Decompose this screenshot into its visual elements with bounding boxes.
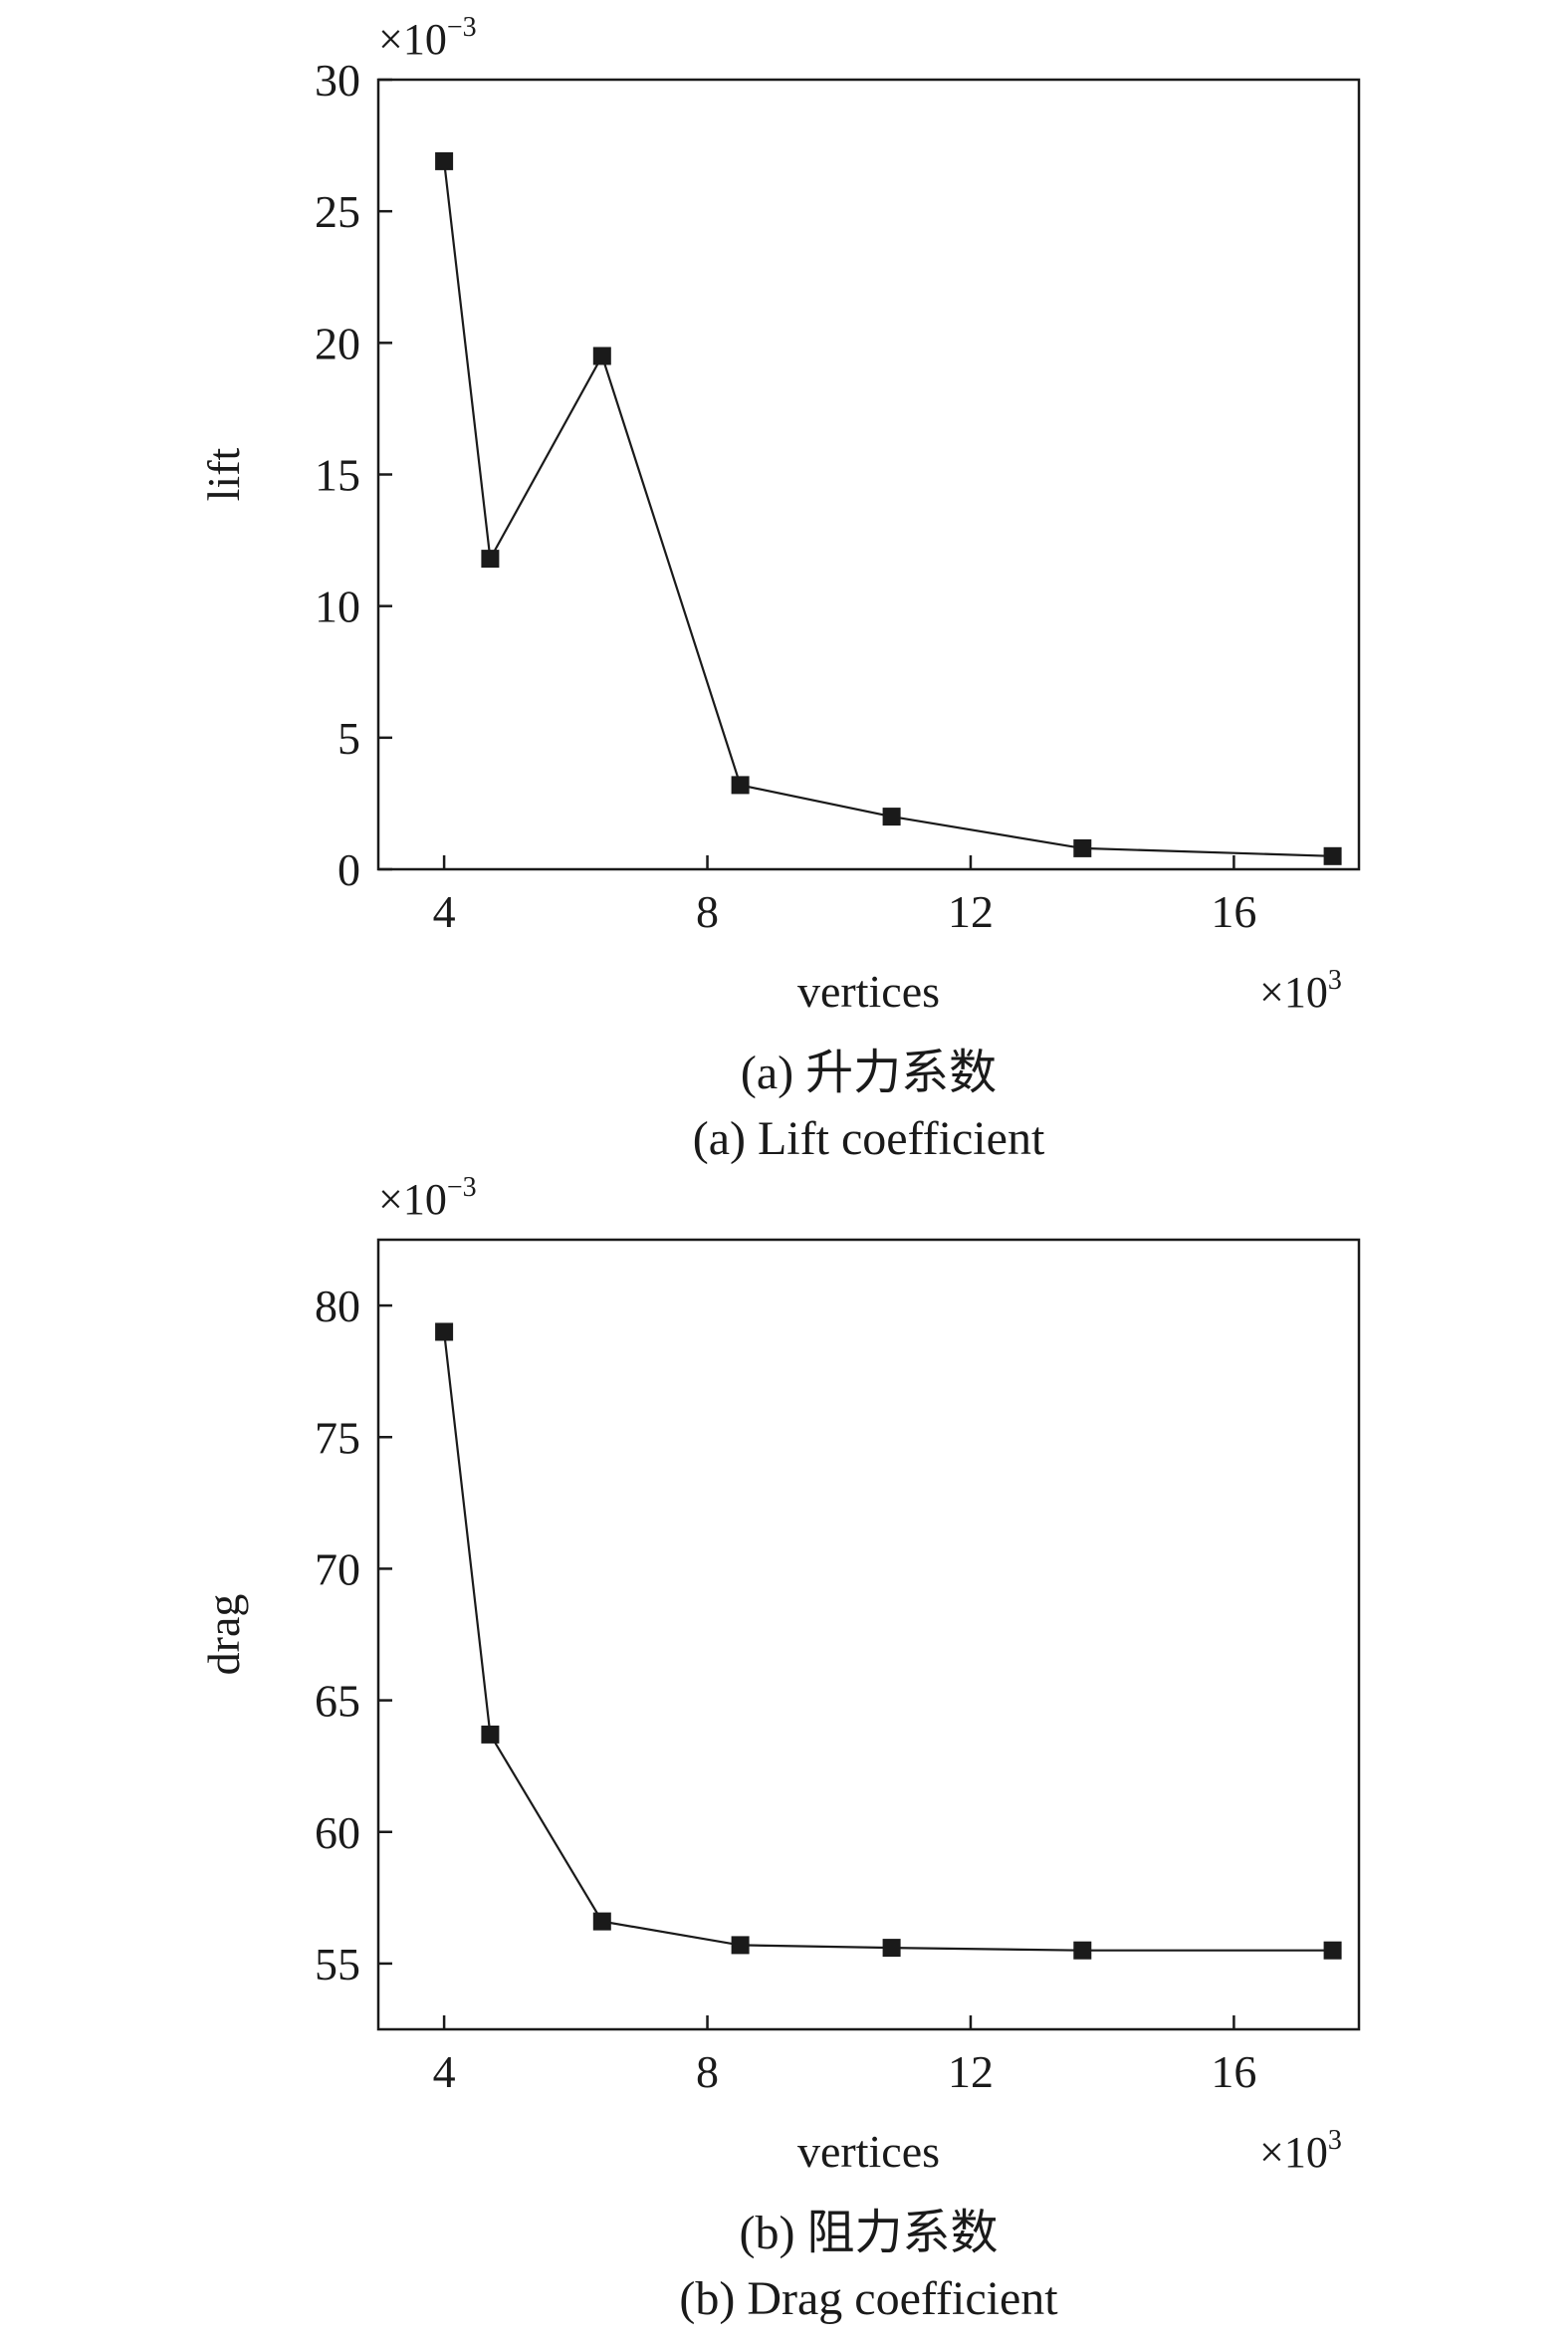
drag-y-tick-label: 55 <box>315 1939 360 1990</box>
lift-x-multiplier: ×103 <box>1259 965 1342 1017</box>
drag-y-tick-label: 80 <box>315 1281 360 1331</box>
drag-data-point <box>882 1939 901 1958</box>
lift-x-tick-label: 12 <box>948 886 994 937</box>
lift-x-tick-label: 16 <box>1211 886 1256 937</box>
lift-y-tick-label: 30 <box>315 55 360 106</box>
lift-y-tick-label: 5 <box>337 713 360 764</box>
drag-caption-cn: (b) 阻力系数 <box>740 2207 999 2259</box>
lift-y-tick-label: 0 <box>337 844 360 895</box>
lift-chart-panel: ×10−3 lift vertices ×103 (a) 升力系数 (a) Li… <box>198 12 1361 1165</box>
lift-y-axis-label: lift <box>198 447 249 501</box>
lift-data-point <box>435 151 454 170</box>
lift-y-tick-label: 25 <box>315 186 360 237</box>
drag-x-tick-label: 4 <box>433 2046 456 2097</box>
drag-x-axis-label: vertices <box>797 2126 940 2177</box>
drag-series <box>435 1322 1342 1960</box>
drag-x-tick-label: 8 <box>696 2046 719 2097</box>
lift-x-tick-label: 8 <box>696 886 719 937</box>
drag-y-multiplier: ×10−3 <box>378 1172 477 1224</box>
lift-data-point <box>882 808 901 826</box>
drag-data-point <box>592 1912 611 1931</box>
lift-y-tick-label: 20 <box>315 318 360 368</box>
lift-y-multiplier: ×10−3 <box>378 12 477 64</box>
drag-data-point <box>435 1322 454 1341</box>
drag-x-tick-label: 12 <box>948 2046 994 2097</box>
drag-plot-frame <box>376 1238 1361 2031</box>
lift-x-tick-label: 4 <box>433 886 456 937</box>
drag-chart-panel: ×10−3 drag vertices ×103 (b) 阻力系数 (b) Dr… <box>198 1172 1361 2325</box>
drag-data-point <box>1073 1941 1092 1960</box>
lift-series <box>435 151 1342 865</box>
lift-plot-frame <box>376 78 1361 871</box>
drag-data-point <box>731 1936 750 1955</box>
drag-x-multiplier: ×103 <box>1259 2125 1342 2177</box>
lift-data-point <box>1323 846 1342 865</box>
lift-data-point <box>481 550 500 569</box>
lift-data-point <box>1073 838 1092 857</box>
lift-series-line <box>443 160 1333 857</box>
lift-x-axis-label: vertices <box>797 966 940 1017</box>
lift-y-tick-label: 10 <box>315 582 360 632</box>
drag-y-tick-label: 75 <box>315 1412 360 1463</box>
drag-data-point <box>481 1725 500 1744</box>
lift-caption-cn: (a) 升力系数 <box>741 1047 997 1099</box>
drag-data-point <box>1323 1941 1342 1960</box>
lift-caption-en: (a) Lift coefficient <box>693 1112 1045 1165</box>
lift-data-point <box>731 776 750 795</box>
lift-ticks: 4 8 12 16 0 5 10 15 20 25 30 <box>315 55 1256 937</box>
lift-data-point <box>592 347 611 365</box>
drag-series-line <box>443 1331 1333 1952</box>
drag-caption-en: (b) Drag coefficient <box>679 2272 1058 2325</box>
drag-y-tick-label: 60 <box>315 1807 360 1858</box>
lift-y-tick-label: 15 <box>315 450 360 501</box>
drag-y-tick-label: 65 <box>315 1676 360 1727</box>
drag-x-tick-label: 16 <box>1211 2046 1256 2097</box>
drag-y-tick-label: 70 <box>315 1543 360 1594</box>
drag-y-axis-label: drag <box>198 1594 249 1676</box>
drag-ticks: 4 8 12 16 55 60 65 70 75 80 <box>315 1281 1256 2097</box>
